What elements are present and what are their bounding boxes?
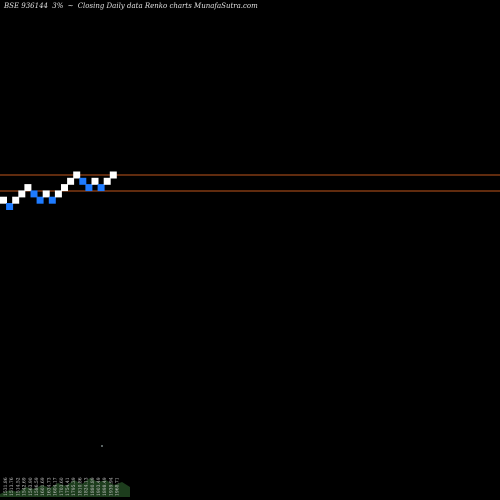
renko-brick-down	[30, 190, 38, 198]
chart-title: BSE 936144 3% ~ Closing Daily data Renko…	[4, 2, 260, 10]
renko-brick-up	[18, 190, 26, 198]
arrow-label: ~	[67, 2, 74, 10]
volume-label: 1939.94	[108, 477, 114, 496]
renko-brick-up	[91, 177, 99, 185]
volume-label: 1754.41	[65, 477, 71, 496]
description-label: Closing Daily data Renko charts MunafaSu…	[77, 2, 258, 10]
volume-label: 1634.73	[46, 477, 52, 496]
renko-brick-down	[36, 196, 44, 204]
volume-label: 1514.52	[15, 477, 21, 496]
renko-brick-down	[79, 177, 87, 185]
renko-brick-up	[24, 184, 32, 192]
volume-label: 1824.13	[84, 477, 90, 496]
volume-marker	[101, 445, 103, 447]
renko-brick-up	[103, 177, 111, 185]
renko-brick-up	[54, 190, 62, 198]
renko-brick-up	[42, 190, 50, 198]
volume-area	[0, 478, 130, 497]
volume-label: 1968.71	[115, 477, 121, 496]
volume-label: 1513.76	[9, 477, 15, 496]
volume-label: 1531.86	[3, 477, 9, 496]
renko-brick-up	[12, 196, 20, 204]
volume-label: 1810.86	[77, 477, 83, 496]
renko-brick-down	[48, 196, 56, 204]
volume-label: 1703.60	[59, 477, 65, 496]
volume-label: 1604.17	[53, 477, 59, 496]
symbol-label: BSE 936144	[4, 2, 48, 10]
volume-label: 1795.39	[71, 477, 77, 496]
renko-brick-up	[61, 184, 68, 192]
volume-label: 1880.89	[90, 477, 96, 496]
renko-brick-up	[73, 171, 81, 179]
renko-brick-up	[67, 177, 75, 185]
renko-brick-down	[97, 184, 105, 192]
change-label: 3%	[52, 2, 64, 10]
renko-brick-up	[109, 171, 117, 179]
volume-label: 1563.90	[28, 477, 34, 496]
volume-label: 1542.69	[22, 477, 28, 496]
volume-label: 1898.49	[102, 477, 108, 496]
volume-label: 1903.49	[96, 477, 102, 496]
renko-brick-down	[6, 203, 14, 210]
renko-brick-down	[85, 184, 93, 192]
volume-label: 1601.69	[40, 477, 46, 496]
volume-label: 1586.59	[34, 477, 40, 496]
renko-brick-up	[0, 196, 7, 204]
